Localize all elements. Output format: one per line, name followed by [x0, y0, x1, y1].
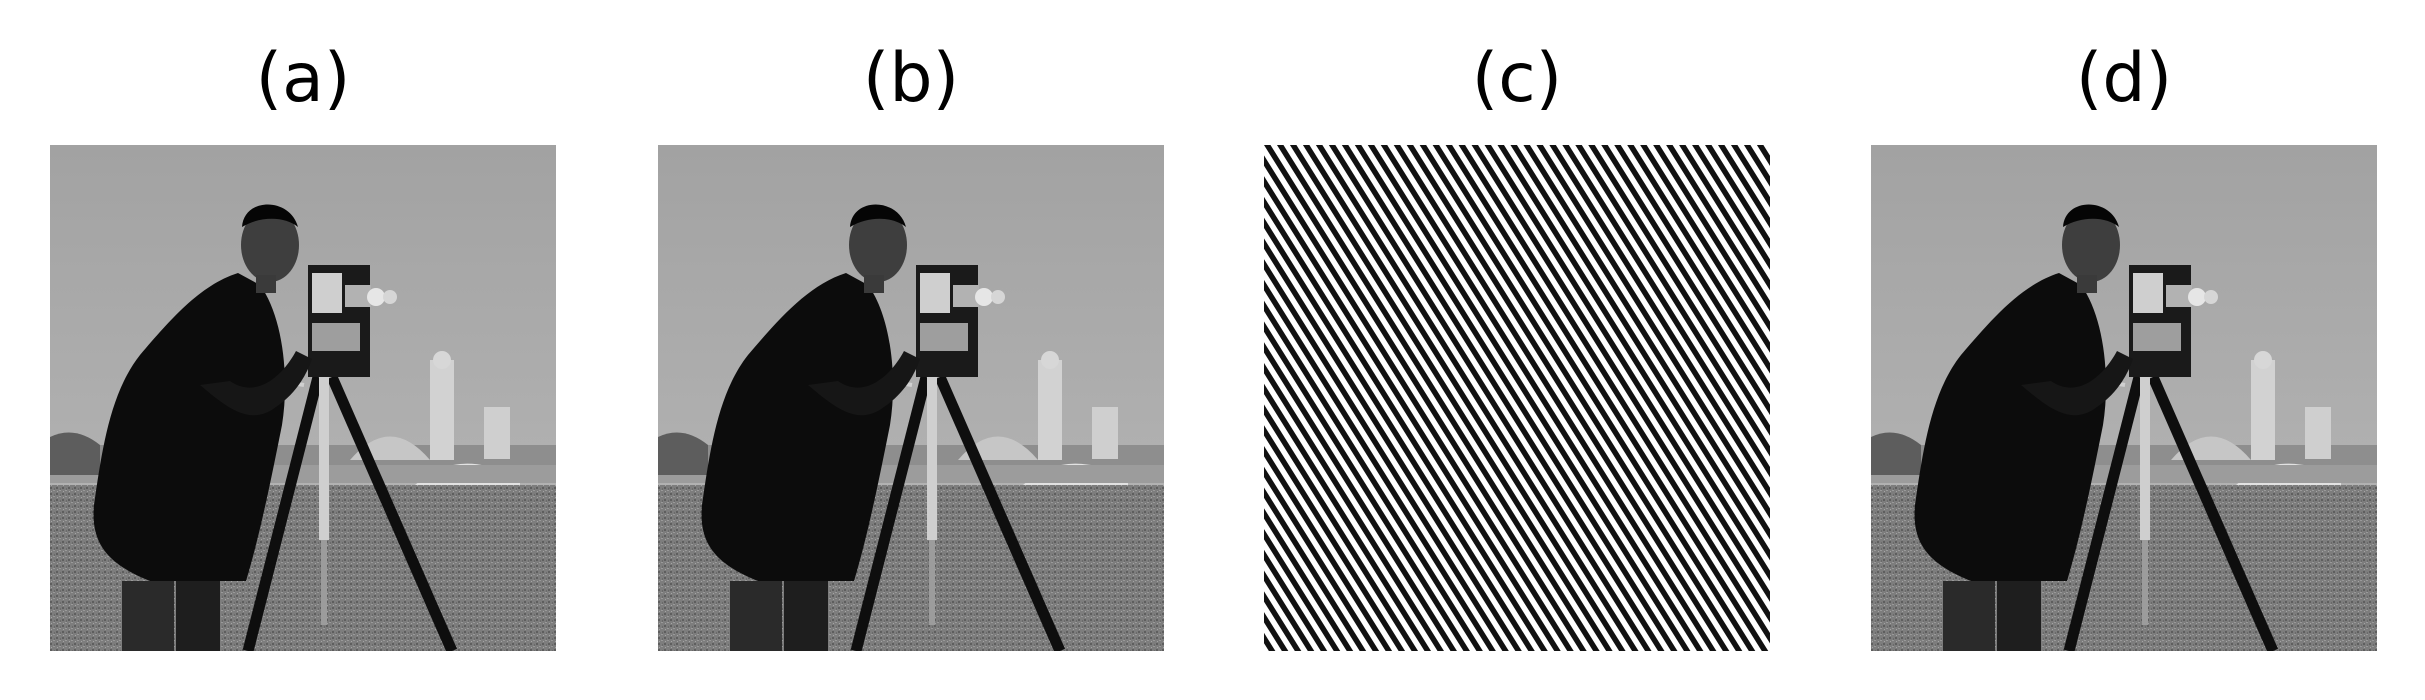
- panel-b-title: (b): [862, 39, 960, 118]
- panel-c-image: [1264, 145, 1770, 651]
- panel-d-image: [1871, 145, 2377, 651]
- panel-a: (a): [50, 0, 556, 700]
- panel-b: (b): [658, 0, 1164, 700]
- panel-d-title: (d): [2075, 39, 2173, 118]
- panel-a-title: (a): [255, 39, 351, 118]
- panel-a-image: [50, 145, 556, 651]
- panel-b-image: [658, 145, 1164, 651]
- panel-c: (c): [1264, 0, 1770, 700]
- panel-d: (d): [1871, 0, 2377, 700]
- panel-c-title: (c): [1471, 39, 1563, 118]
